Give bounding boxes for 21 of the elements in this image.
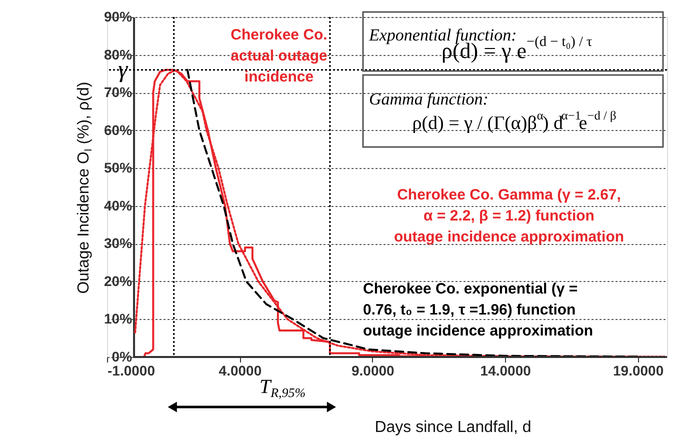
y-tick-label: 60%	[104, 122, 133, 138]
annotation: Cherokee Co. Gamma (γ = 2.67, α = 2.2, β = 1.2) function outage incidence approximation	[394, 186, 624, 246]
y-tick-label: 10%	[104, 310, 133, 327]
y-tick-label: 40%	[104, 197, 133, 214]
y-tick-label: 70%	[104, 84, 133, 100]
annotation: Cherokee Co. exponential (γ = 0.76, t₀ = 1.9, τ =1.96) function outage incidence approximation	[363, 280, 594, 340]
x-tick-label: 19.0000	[613, 362, 664, 378]
x-tick-label: 14.0000	[480, 362, 532, 378]
y-tick-label: 0%	[112, 348, 133, 364]
y-tick-label: 20%	[104, 272, 133, 289]
y-tick-label: 30%	[104, 235, 133, 252]
annotation: Gamma function:	[369, 90, 488, 108]
annotation: Cherokee Co. actual outage incidence	[230, 26, 328, 86]
y-tick-label: 90%	[104, 8, 133, 24]
x-tick-label: -1.0000	[108, 362, 156, 378]
x-axis-title: Days since Landfall, d	[374, 419, 532, 436]
y-axis-title: Outage Incidence OI (%), ρ(d)	[76, 82, 94, 294]
x-tick-label: 9.0000	[351, 362, 395, 378]
annotation: Exponential function:	[368, 26, 517, 44]
x-tick-label: 4.0000	[218, 362, 262, 378]
y-tick-label: 50%	[104, 160, 133, 176]
